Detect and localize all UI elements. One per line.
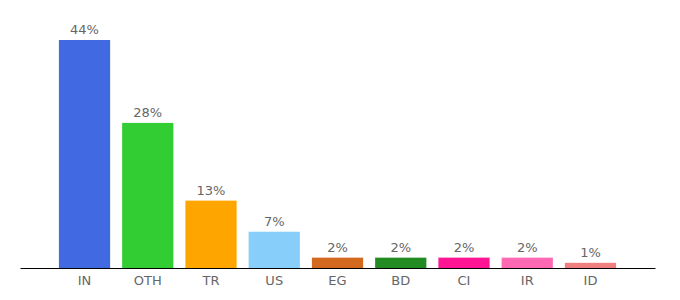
bar [312, 258, 363, 268]
bar [185, 201, 236, 268]
tick-label: IN [78, 273, 92, 288]
tick-label: ID [584, 273, 598, 288]
tick-label: TR [202, 273, 220, 288]
tick: BD [391, 273, 410, 288]
data-label: 13% [197, 183, 226, 198]
bar [565, 263, 616, 268]
data-label: 7% [264, 214, 285, 229]
tick-label: US [265, 273, 283, 288]
tick: IR [521, 273, 534, 288]
bar [438, 258, 489, 268]
data-label: 2% [390, 240, 411, 255]
bar [122, 123, 173, 268]
tick: OTH [134, 273, 162, 288]
data-label: 28% [133, 105, 162, 120]
tick-label: IR [521, 273, 534, 288]
tick-label: EG [328, 273, 346, 288]
data-label: 2% [327, 240, 348, 255]
data-label: 2% [517, 240, 538, 255]
tick: IN [78, 273, 92, 288]
tick-label: OTH [134, 273, 162, 288]
bars [59, 40, 616, 268]
bar [59, 40, 110, 268]
axis-line [21, 268, 656, 269]
tick: TR [202, 273, 220, 288]
tick: CI [458, 273, 471, 288]
data-label: 1% [580, 245, 601, 260]
data-label: 2% [454, 240, 475, 255]
tick-label: CI [458, 273, 471, 288]
data-label: 44% [70, 22, 99, 37]
x-axis: IN OTH TR US EG BD CI IR ID [21, 269, 656, 289]
tick: EG [328, 273, 346, 288]
tick: US [265, 273, 283, 288]
tick-label: BD [391, 273, 410, 288]
chart: 44% 28% 13% 7% 2% 2% 2% 2% 1% IN OTH TR US EG BD CI IR ID [0, 0, 680, 300]
bar [502, 258, 553, 268]
data-labels: 44% 28% 13% 7% 2% 2% 2% 2% 1% [70, 22, 601, 260]
bar [375, 258, 426, 268]
bar [249, 232, 300, 268]
tick: ID [584, 273, 598, 288]
